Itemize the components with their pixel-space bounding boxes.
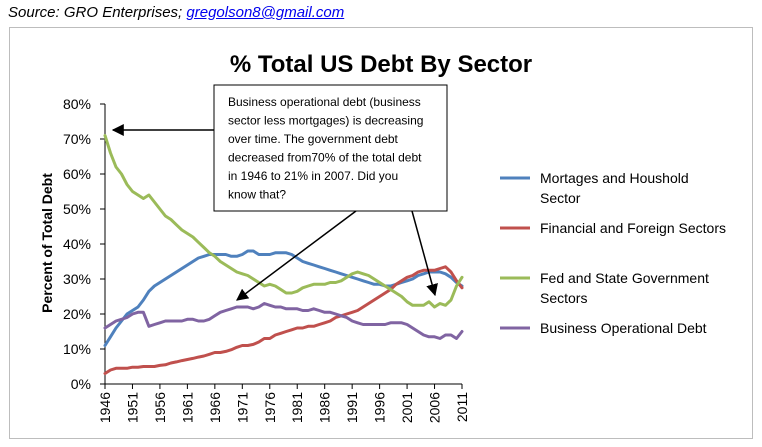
annotation-text-line: Business operational debt (business [228, 95, 421, 109]
series-line-3 [103, 134, 464, 309]
y-tick-label: 30% [63, 271, 91, 287]
legend: Mortages and Houshold Sector Financial and… [500, 170, 726, 336]
y-tick-label: 70% [63, 131, 91, 147]
arrow-to-business-debt [236, 210, 357, 301]
y-axis-label: Percent of Total Debt [39, 173, 55, 313]
y-tick-label: 40% [63, 236, 91, 252]
y-tick-label: 20% [63, 306, 91, 322]
y-tick-label: 50% [63, 201, 91, 217]
chart-title: % Total US Debt By Sector [230, 51, 532, 78]
x-tick-label: 1956 [152, 392, 168, 423]
legend-label-2: Financial and Foreign Sectors [540, 220, 726, 236]
source-line: Source: GRO Enterprises; gregolson8@gmai… [8, 4, 344, 21]
y-tick-label: 0% [71, 376, 91, 392]
x-tick-label: 1971 [234, 392, 250, 423]
y-tick-label: 10% [63, 341, 91, 357]
annotation-text-line: over time. The government debt [228, 132, 399, 146]
annotation-text-line: in 1946 to 21% in 2007. Did you [228, 169, 398, 183]
x-tick-label: 1961 [179, 392, 195, 423]
x-tick-label: 1991 [344, 392, 360, 423]
arrow-to-2007 [411, 210, 438, 297]
annotation: Business operational debt (business secto… [111, 84, 448, 301]
x-tick-label: 2006 [427, 392, 443, 423]
x-tick-label: 1981 [289, 392, 305, 423]
legend-label-1: Mortages and Houshold Sector [540, 170, 689, 206]
x-tick-label: 1976 [262, 392, 278, 423]
y-tick-label: 80% [63, 96, 91, 112]
annotation-box [213, 84, 448, 212]
x-tick-label: 1996 [372, 392, 388, 423]
x-tick-label: 2001 [399, 392, 415, 423]
x-tick-label: 1951 [124, 392, 140, 423]
x-tick-label: 1986 [317, 392, 333, 423]
plot-area: 0% 10% 20% 30% 40% 50% 60% 70% 80% 1946 1951 1956 19… [63, 96, 470, 423]
x-tick-label: 2011 [454, 392, 470, 422]
series-line-4 [103, 302, 464, 340]
y-tick-label: 60% [63, 166, 91, 182]
legend-label-3: Fed and State Government Sectors [540, 270, 709, 306]
x-tick-label: 1946 [97, 392, 113, 423]
series-line-2 [103, 265, 464, 375]
annotation-text-line: know that? [228, 188, 286, 202]
chart-frame [9, 27, 753, 439]
legend-label-4: Business Operational Debt [540, 320, 707, 336]
series-line-1 [103, 249, 464, 347]
x-tick-label: 1966 [207, 392, 223, 423]
annotation-text-line: sector less mortgages) is decreasing [228, 114, 423, 128]
annotation-text-line: decreased from70% of the total debt [228, 151, 422, 165]
source-text: Source: GRO Enterprises; [8, 4, 187, 21]
source-email-link[interactable]: gregolson8@gmail.com [186, 4, 345, 21]
